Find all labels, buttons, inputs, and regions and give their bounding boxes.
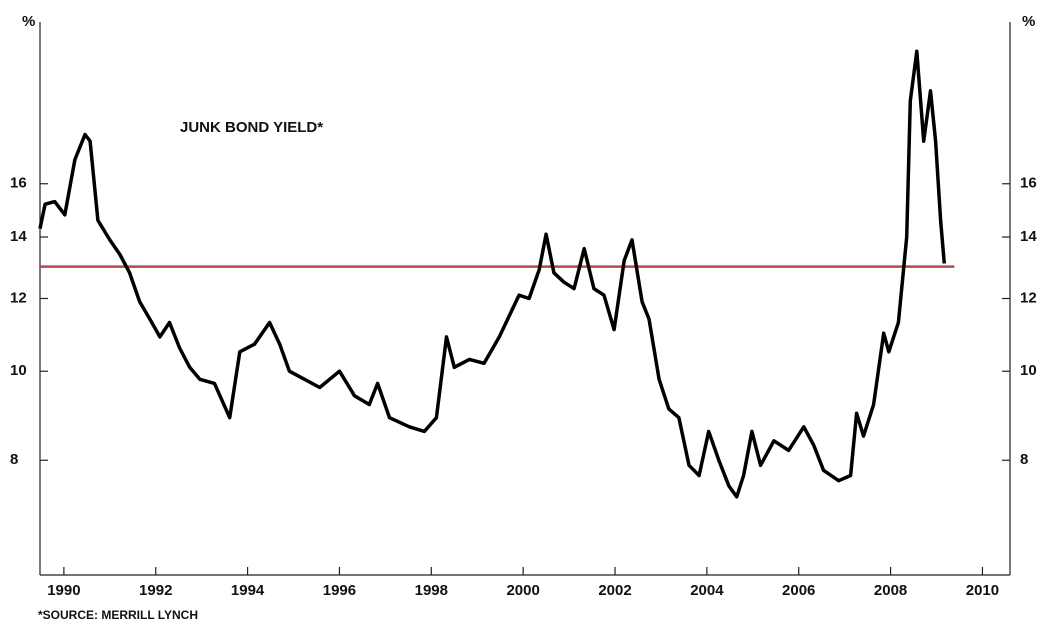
data-line xyxy=(38,49,947,499)
x-tick-label: 2000 xyxy=(506,582,539,599)
y-tick-label: 10 xyxy=(1020,362,1037,379)
x-tick-label: 2008 xyxy=(874,582,907,599)
x-tick-label: 1996 xyxy=(323,582,356,599)
source-note: *SOURCE: MERRILL LYNCH xyxy=(38,608,198,622)
x-tick-label: 2006 xyxy=(782,582,815,599)
y-tick-label: 8 xyxy=(1020,451,1028,468)
x-tick-label: 2004 xyxy=(690,582,724,599)
x-tick-label: 1994 xyxy=(231,582,265,599)
y-tick-label: 16 xyxy=(1020,175,1037,192)
y-tick-label: 14 xyxy=(1020,228,1037,245)
y-unit-left: % xyxy=(22,13,35,30)
x-tick-label: 1990 xyxy=(47,582,80,599)
x-tick-label: 2002 xyxy=(598,582,631,599)
y-tick-label: 16 xyxy=(10,175,27,192)
x-tick-label: 2010 xyxy=(966,582,999,599)
y-tick-label: 8 xyxy=(10,451,18,468)
y-tick-label: 12 xyxy=(10,289,27,306)
y-tick-label: 14 xyxy=(10,228,27,245)
y-unit-right: % xyxy=(1022,13,1035,30)
x-tick-label: 1992 xyxy=(139,582,172,599)
chart-title: JUNK BOND YIELD* xyxy=(180,119,323,136)
x-tick-label: 1998 xyxy=(415,582,448,599)
y-tick-label: 12 xyxy=(1020,289,1037,306)
y-tick-label: 10 xyxy=(10,362,27,379)
